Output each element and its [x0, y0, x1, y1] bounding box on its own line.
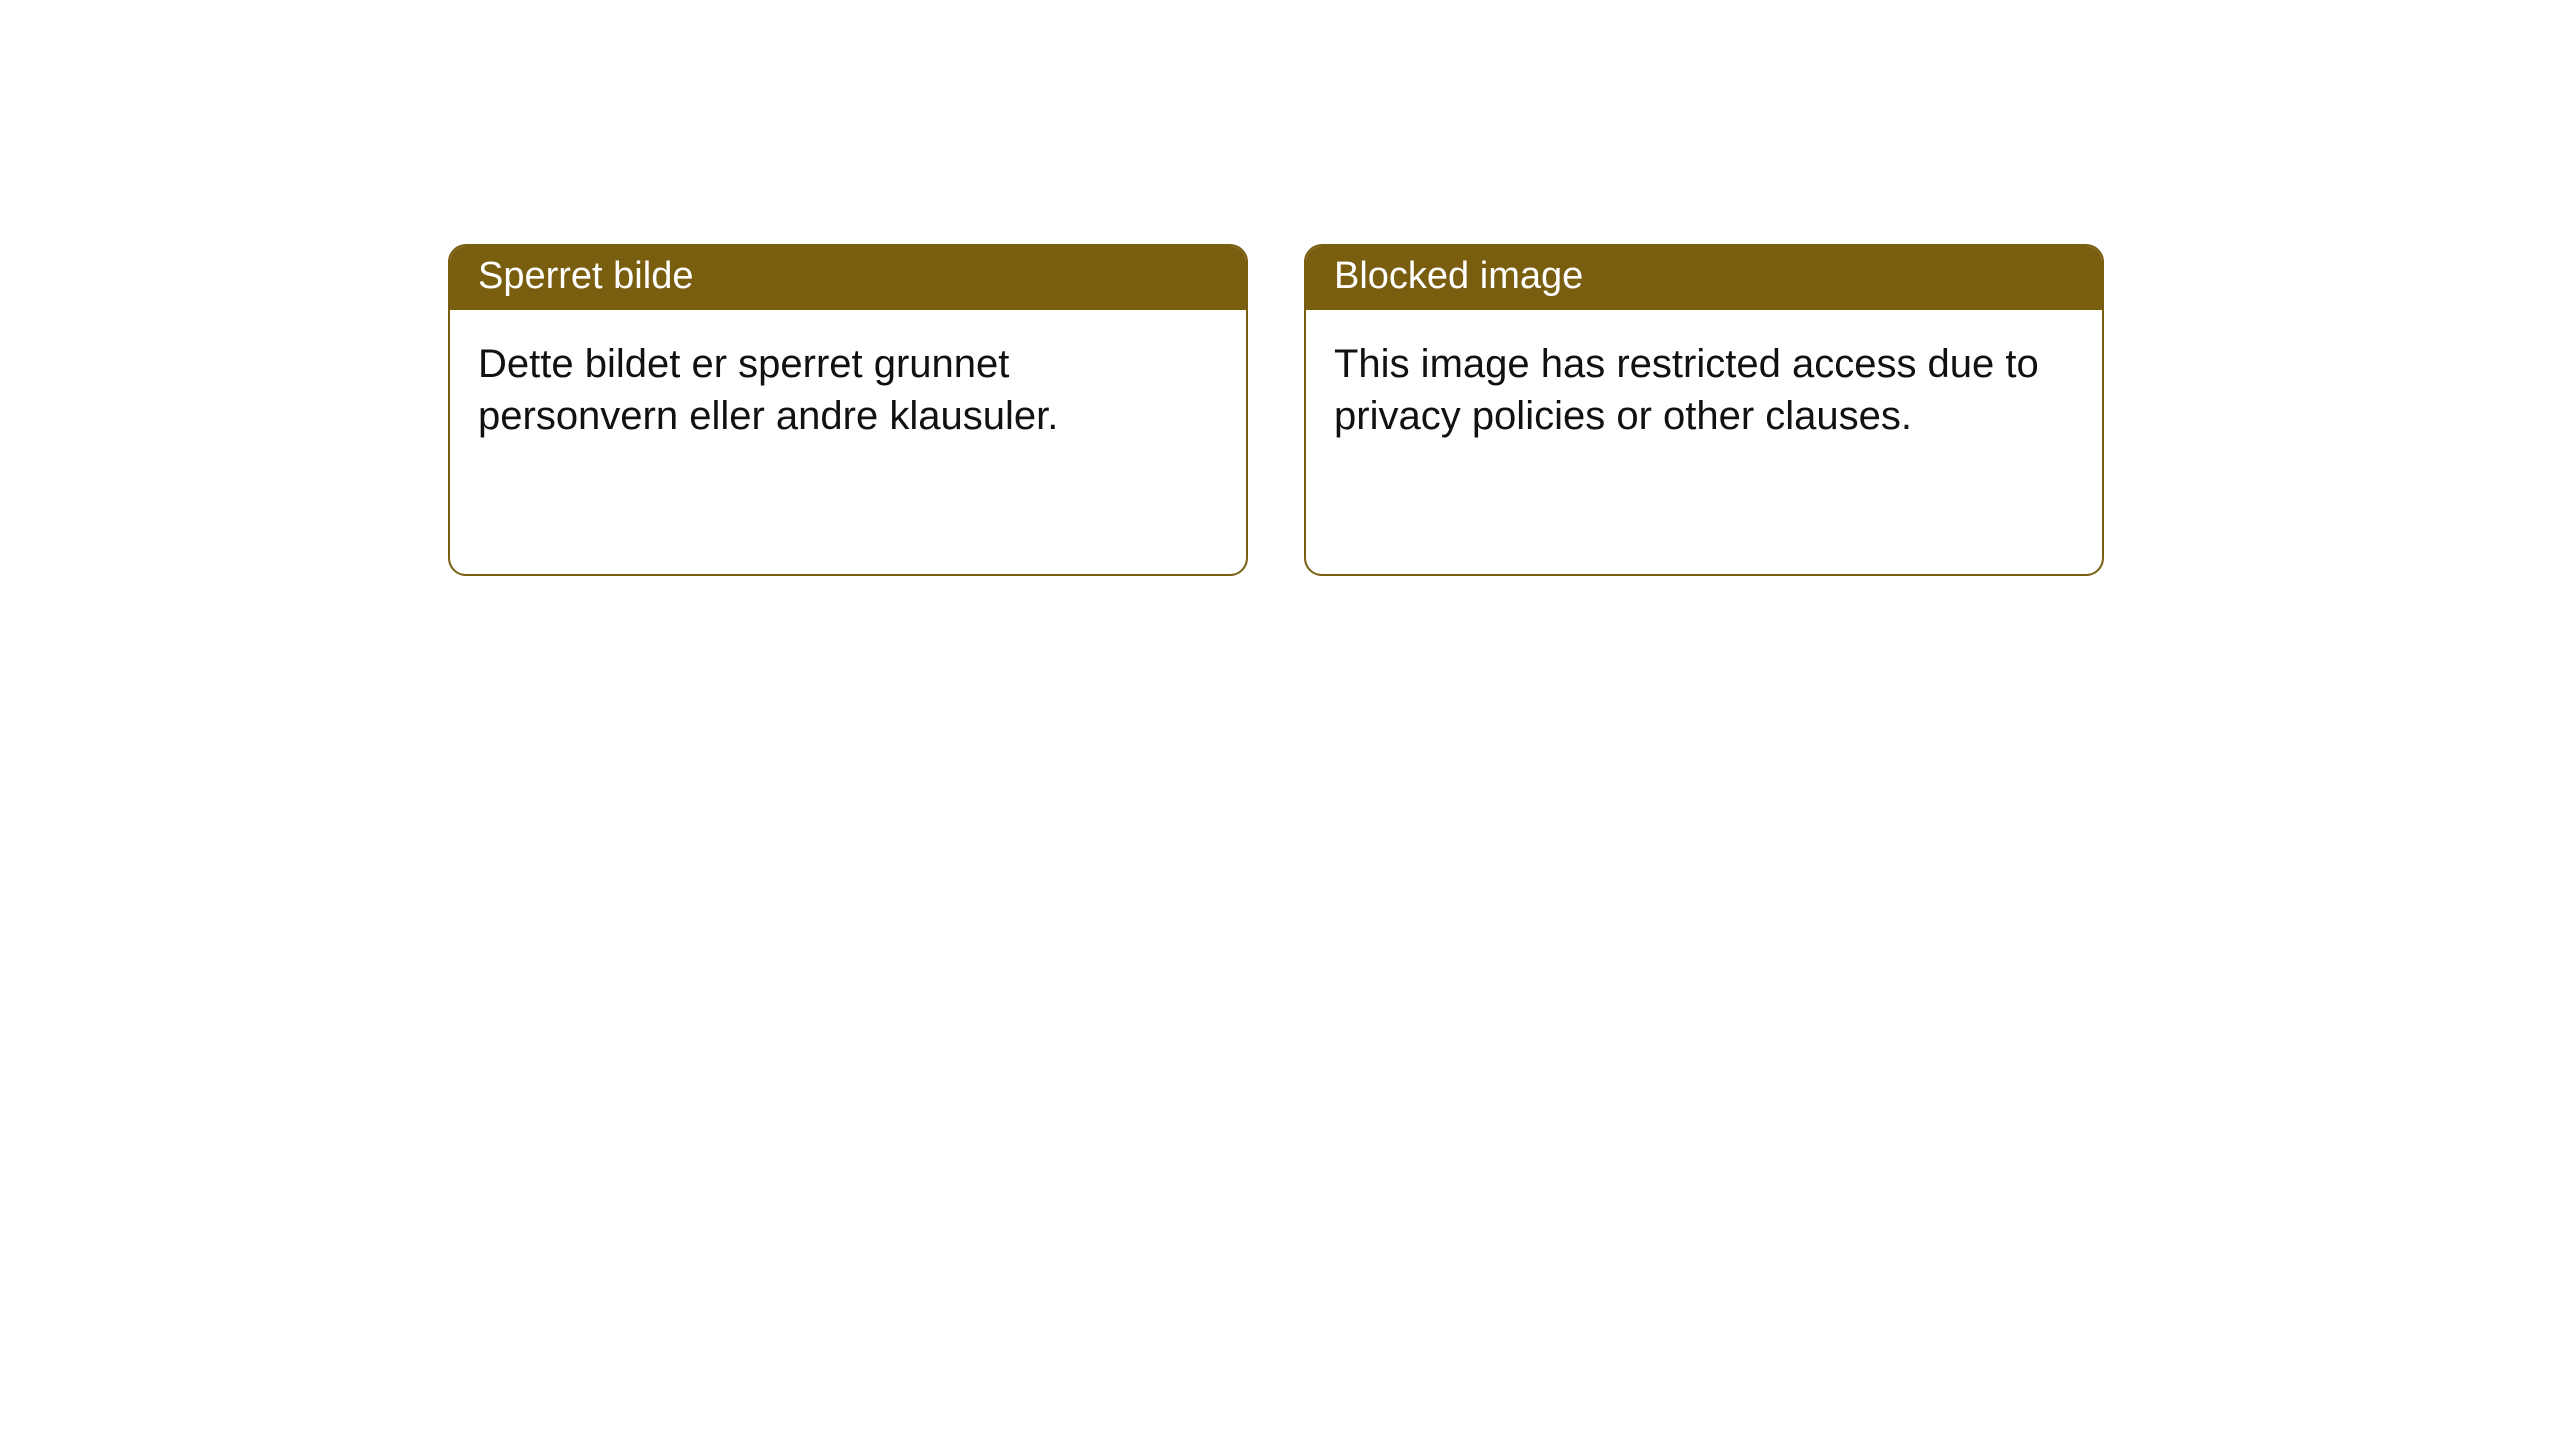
notice-card-right: Blocked image This image has restricted … — [1304, 244, 2104, 576]
notice-card-right-title: Blocked image — [1306, 246, 2102, 310]
notice-card-left-body: Dette bildet er sperret grunnet personve… — [450, 310, 1246, 472]
notice-cards-row: Sperret bilde Dette bildet er sperret gr… — [448, 244, 2104, 576]
notice-card-left: Sperret bilde Dette bildet er sperret gr… — [448, 244, 1248, 576]
notice-card-left-title: Sperret bilde — [450, 246, 1246, 310]
notice-card-right-body: This image has restricted access due to … — [1306, 310, 2102, 472]
